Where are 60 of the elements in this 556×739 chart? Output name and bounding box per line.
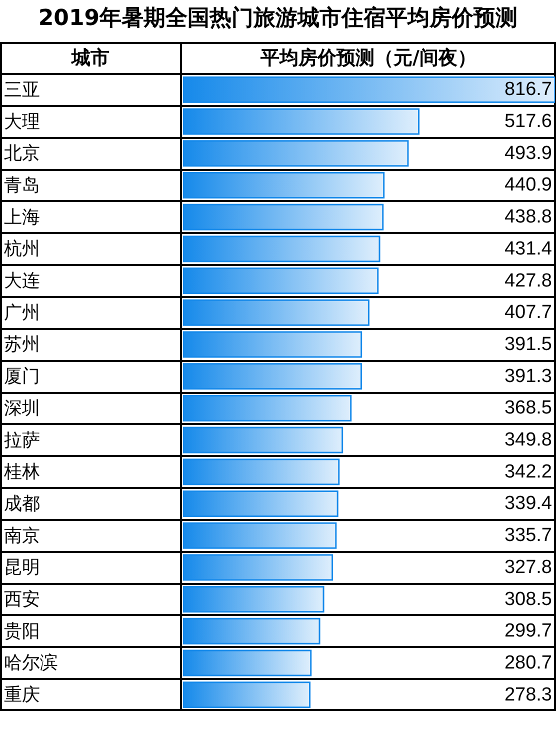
bar [183, 554, 334, 581]
y-tick-label: 哈尔滨 [4, 652, 58, 674]
data-label: 280.7 [504, 652, 552, 674]
y-tick-label: 桂林 [3, 462, 40, 483]
data-label: 440.9 [504, 174, 552, 196]
data-label: 816.7 [504, 79, 552, 100]
y-tick-label: 青岛 [4, 174, 40, 196]
bar [183, 426, 344, 454]
data-label: 308.5 [504, 588, 552, 610]
bar [183, 363, 362, 390]
y-tick-label: 成都 [4, 493, 40, 514]
chart-title: 2019年暑期全国热门旅游城市住宿平均房价预测 [37, 4, 519, 33]
x-axis-title: 平均房价预测（元/间夜） [260, 46, 478, 71]
y-tick-label: 上海 [4, 206, 40, 228]
bar [183, 522, 337, 549]
bar [183, 650, 312, 676]
y-tick-label: 厦门 [4, 366, 40, 388]
bar [183, 140, 409, 167]
bar [183, 586, 324, 613]
data-label: 342.2 [504, 461, 552, 482]
bar [183, 618, 320, 644]
y-tick-label: 拉萨 [4, 430, 40, 451]
bar [183, 236, 380, 262]
y-tick-label: 重庆 [4, 684, 40, 706]
y-axis-title: 城市 [70, 46, 110, 71]
data-label: 391.3 [504, 366, 552, 387]
y-tick-label: 大连 [4, 270, 40, 292]
bar [183, 172, 385, 198]
bar [183, 682, 311, 708]
data-label: 349.8 [504, 430, 552, 451]
data-label: 391.5 [504, 334, 552, 355]
data-label: 327.8 [504, 556, 552, 578]
y-tick-label: 西安 [4, 589, 40, 610]
y-tick-label: 广州 [4, 302, 40, 324]
data-label: 438.8 [504, 206, 552, 228]
data-label: 493.9 [504, 142, 552, 164]
y-tick-label: 大理 [4, 111, 40, 132]
bar [183, 394, 352, 422]
y-tick-label: 深圳 [4, 398, 40, 419]
data-label: 368.5 [504, 398, 552, 419]
data-label: 431.4 [504, 238, 552, 260]
bar [183, 458, 340, 486]
y-tick-label: 昆明 [4, 557, 40, 578]
data-label: 278.3 [504, 684, 552, 706]
y-tick-label: 南京 [4, 525, 40, 546]
data-label: 407.7 [504, 302, 552, 324]
bar [183, 331, 362, 358]
y-tick-label: 三亚 [4, 79, 40, 100]
y-tick-label: 北京 [4, 143, 40, 164]
data-label: 299.7 [504, 620, 552, 642]
bar [183, 204, 384, 230]
data-label: 335.7 [504, 525, 552, 546]
data-label: 427.8 [504, 270, 552, 292]
data-label: 339.4 [504, 493, 552, 514]
y-tick-label: 苏州 [4, 334, 40, 356]
y-tick-label: 杭州 [3, 238, 40, 260]
bar [183, 268, 379, 294]
bar [183, 490, 338, 517]
y-tick-label: 贵阳 [4, 620, 40, 642]
data-label: 517.6 [504, 111, 552, 132]
